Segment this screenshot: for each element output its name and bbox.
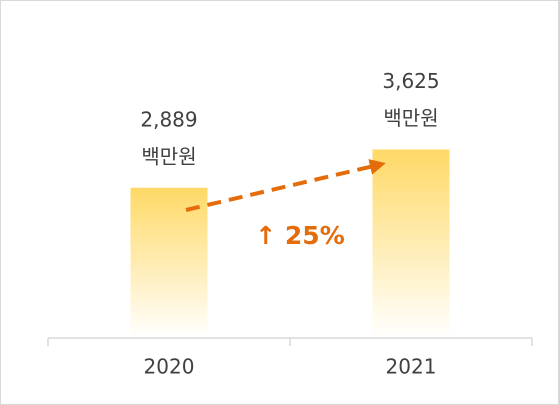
bar [130,187,208,338]
bar [372,149,450,338]
value-unit: 백만원 [383,106,438,130]
growth-annotation: ↑ 25% [255,221,345,250]
x-tick-label: 2020 [144,355,195,379]
trend-arrow [185,159,386,212]
value-label: 3,625 [382,69,439,93]
x-tick-label: 2021 [386,355,437,379]
value-unit: 백만원 [141,144,196,168]
value-label: 2,889 [140,107,197,131]
